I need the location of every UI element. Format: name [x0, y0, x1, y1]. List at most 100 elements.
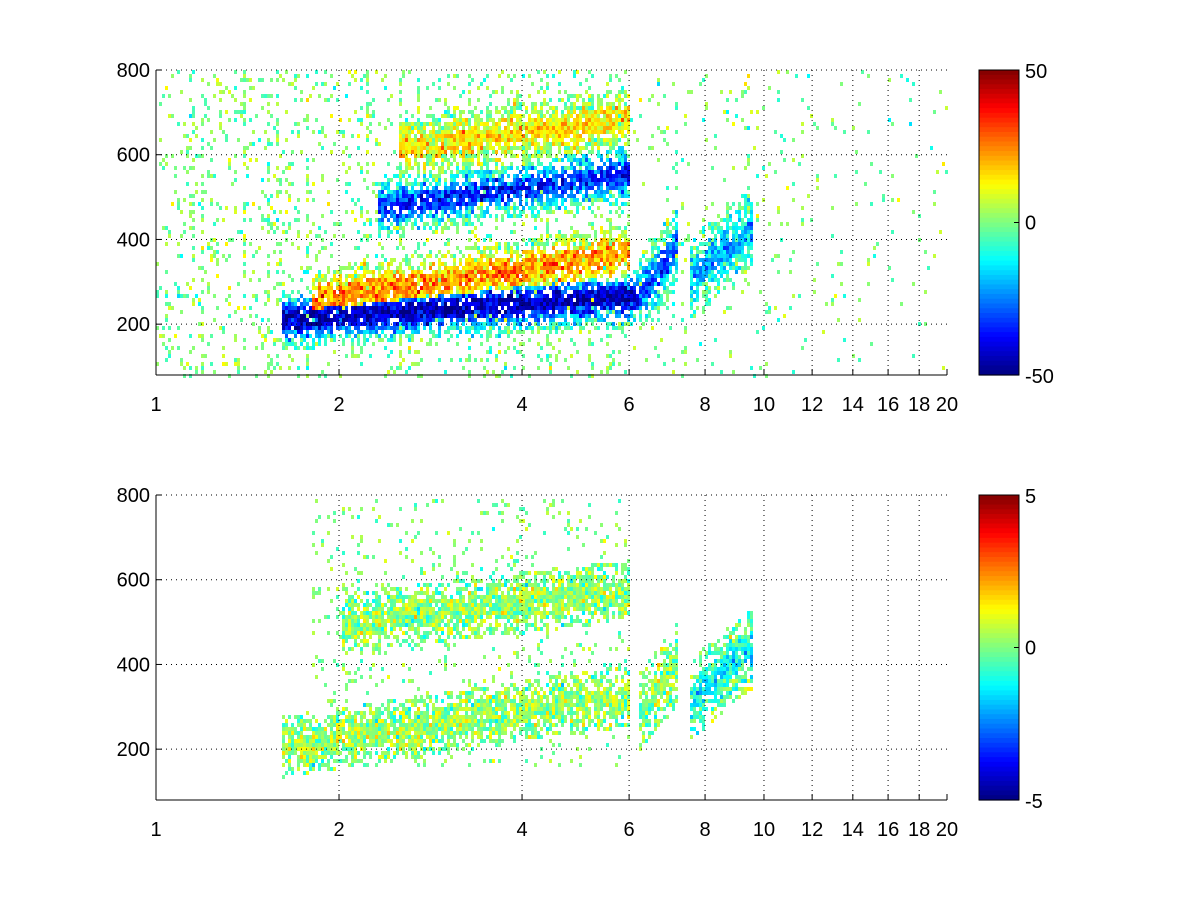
heatmap-cell — [513, 302, 516, 306]
heatmap-cell — [567, 238, 570, 242]
heatmap-cell — [396, 270, 399, 274]
heatmap-cell — [573, 286, 576, 290]
heatmap-cell — [519, 202, 522, 206]
heatmap-cell — [666, 274, 669, 278]
heatmap-cell — [588, 162, 591, 166]
heatmap-cell — [306, 330, 309, 334]
heatmap-cell — [471, 274, 474, 278]
heatmap-cell — [591, 202, 594, 206]
heatmap-cell — [396, 326, 399, 330]
heatmap-cell — [507, 126, 510, 130]
heatmap-cell — [627, 282, 630, 286]
heatmap-cell — [300, 150, 303, 154]
heatmap-cell — [621, 246, 624, 250]
heatmap-cell — [411, 334, 414, 338]
heatmap-cell — [276, 338, 279, 342]
heatmap-cell — [309, 326, 312, 330]
heatmap-cell — [561, 314, 564, 318]
heatmap-cell — [537, 310, 540, 314]
heatmap-cell — [369, 322, 372, 326]
heatmap-cell — [609, 170, 612, 174]
heatmap-cell — [321, 278, 324, 282]
heatmap-cell — [411, 338, 414, 342]
heatmap-cell — [663, 138, 666, 142]
heatmap-cell — [570, 174, 573, 178]
heatmap-cell — [447, 74, 450, 78]
heatmap-cell — [405, 290, 408, 294]
heatmap-cell — [447, 310, 450, 314]
heatmap-cell — [531, 106, 534, 110]
heatmap-cell — [447, 106, 450, 110]
heatmap-cell — [537, 182, 540, 186]
heatmap-cell — [453, 210, 456, 214]
heatmap-cell — [516, 262, 519, 266]
heatmap-cell — [405, 206, 408, 210]
heatmap-cell — [351, 134, 354, 138]
heatmap-cell — [321, 146, 324, 150]
heatmap-cell — [402, 70, 405, 74]
heatmap-cell — [537, 306, 540, 310]
heatmap-cell — [399, 78, 402, 82]
heatmap-cell — [462, 306, 465, 310]
heatmap-cell — [402, 318, 405, 322]
heatmap-cell — [282, 342, 285, 346]
heatmap-cell — [480, 174, 483, 178]
heatmap-cell — [444, 194, 447, 198]
heatmap-cell — [561, 310, 564, 314]
heatmap-cell — [483, 326, 486, 330]
heatmap-cell — [582, 278, 585, 282]
heatmap-cell — [612, 182, 615, 186]
heatmap-cell — [417, 214, 420, 218]
heatmap-cell — [234, 110, 237, 114]
heatmap-cell — [504, 142, 507, 146]
heatmap-cell — [342, 314, 345, 318]
heatmap-cell — [459, 274, 462, 278]
heatmap-cell — [552, 322, 555, 326]
heatmap-cell — [456, 314, 459, 318]
heatmap-cell — [546, 234, 549, 238]
heatmap-cell — [234, 154, 237, 158]
heatmap-cell — [441, 322, 444, 326]
heatmap-cell — [303, 270, 306, 274]
heatmap-cell — [375, 254, 378, 258]
heatmap-cell — [483, 146, 486, 150]
heatmap-cell — [474, 114, 477, 118]
heatmap-cell — [279, 182, 282, 186]
heatmap-cell — [573, 322, 576, 326]
heatmap-cell — [498, 278, 501, 282]
heatmap-cell — [573, 250, 576, 254]
heatmap-cell — [261, 78, 264, 82]
heatmap-cell — [519, 298, 522, 302]
heatmap-cell — [591, 162, 594, 166]
heatmap-cell — [351, 266, 354, 270]
heatmap-cell — [594, 194, 597, 198]
heatmap-cell — [468, 302, 471, 306]
heatmap-cell — [513, 210, 516, 214]
heatmap-cell — [513, 130, 516, 134]
heatmap-cell — [516, 302, 519, 306]
heatmap-cell — [519, 322, 522, 326]
heatmap-cell — [312, 322, 315, 326]
heatmap-cell — [588, 298, 591, 302]
heatmap-cell — [627, 154, 630, 158]
heatmap-cell — [657, 262, 660, 266]
heatmap-cell — [474, 322, 477, 326]
heatmap-cell — [573, 274, 576, 278]
heatmap-cell — [462, 194, 465, 198]
heatmap-cell — [321, 130, 324, 134]
heatmap-cell — [207, 170, 210, 174]
heatmap-cell — [465, 310, 468, 314]
heatmap-cell — [417, 374, 420, 378]
heatmap-cell — [426, 302, 429, 306]
heatmap-cell — [543, 114, 546, 118]
heatmap-cell — [558, 206, 561, 210]
heatmap-cell — [387, 326, 390, 330]
heatmap-cell — [561, 330, 564, 334]
heatmap-cell — [555, 306, 558, 310]
heatmap-cell — [558, 294, 561, 298]
heatmap-cell — [357, 146, 360, 150]
heatmap-cell — [471, 262, 474, 266]
heatmap-cell — [585, 274, 588, 278]
heatmap-cell — [297, 290, 300, 294]
heatmap-cell — [450, 194, 453, 198]
